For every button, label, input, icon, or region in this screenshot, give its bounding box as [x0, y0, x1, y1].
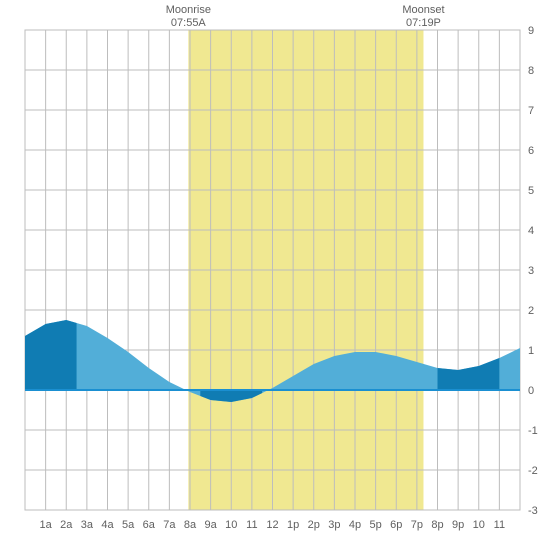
- x-tick-label: 1a: [40, 519, 53, 531]
- x-tick-label: 7p: [411, 519, 423, 531]
- x-tick-label: 9a: [205, 519, 218, 531]
- chart-svg: -3-2-101234567891a2a3a4a5a6a7a8a9a101112…: [0, 0, 550, 550]
- moonrise-title: Moonrise: [166, 4, 211, 16]
- x-tick-label: 8p: [431, 519, 443, 531]
- x-tick-label: 7a: [163, 519, 176, 531]
- y-tick-label: 3: [528, 265, 534, 277]
- x-tick-label: 4a: [101, 519, 114, 531]
- y-tick-label: -1: [528, 425, 538, 437]
- x-tick-label: 12: [266, 519, 278, 531]
- x-tick-label: 1p: [287, 519, 299, 531]
- y-tick-label: 8: [528, 65, 534, 77]
- y-tick-label: -3: [528, 505, 538, 517]
- x-tick-label: 10: [225, 519, 237, 531]
- y-tick-label: 4: [528, 225, 534, 237]
- y-tick-label: 7: [528, 105, 534, 117]
- y-tick-label: 0: [528, 385, 534, 397]
- x-tick-label: 11: [494, 519, 505, 531]
- x-tick-label: 6p: [390, 519, 402, 531]
- y-tick-label: 5: [528, 185, 534, 197]
- x-tick-label: 10: [473, 519, 485, 531]
- x-tick-label: 11: [246, 519, 257, 531]
- tide-chart: -3-2-101234567891a2a3a4a5a6a7a8a9a101112…: [0, 0, 550, 550]
- x-tick-label: 9p: [452, 519, 464, 531]
- x-tick-label: 4p: [349, 519, 361, 531]
- y-tick-label: 6: [528, 145, 534, 157]
- x-tick-label: 8a: [184, 519, 197, 531]
- y-tick-label: 9: [528, 25, 534, 37]
- x-tick-label: 2a: [60, 519, 73, 531]
- x-tick-label: 2p: [308, 519, 320, 531]
- y-tick-label: 2: [528, 305, 534, 317]
- x-tick-label: 5p: [370, 519, 382, 531]
- moonrise-time: 07:55A: [171, 17, 207, 29]
- x-tick-label: 3a: [81, 519, 94, 531]
- y-tick-label: 1: [528, 345, 534, 357]
- moonset-time: 07:19P: [406, 17, 441, 29]
- y-tick-label: -2: [528, 465, 538, 477]
- x-tick-label: 6a: [143, 519, 156, 531]
- x-tick-label: 3p: [328, 519, 340, 531]
- moonset-title: Moonset: [402, 4, 444, 16]
- x-tick-label: 5a: [122, 519, 135, 531]
